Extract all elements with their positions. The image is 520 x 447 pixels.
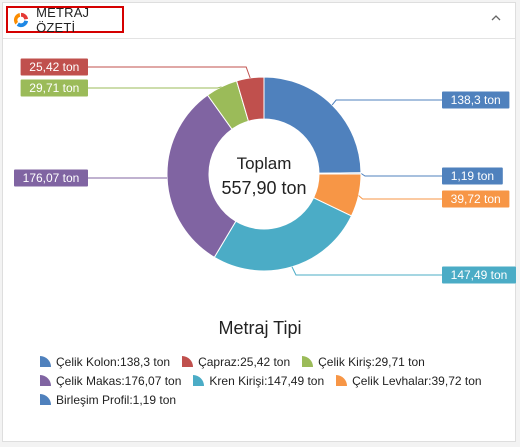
data-label-bg bbox=[442, 266, 516, 284]
legend-row: Birleşim Profil:1,19 ton bbox=[40, 390, 510, 409]
data-label-text: 25,42 ton bbox=[29, 60, 79, 74]
panel-title: METRAJ ÖZETİ bbox=[36, 4, 90, 35]
legend-row: Çelik Makas:176,07 ton Kren Kirişi:147,49… bbox=[40, 371, 510, 390]
legend-item[interactable]: Çapraz:25,42 ton bbox=[182, 355, 290, 369]
data-label-bg bbox=[20, 58, 89, 76]
data-label-çapraz: 25,42 ton bbox=[20, 58, 89, 76]
data-label-bg bbox=[442, 167, 503, 185]
leader-line-çapraz bbox=[88, 66, 251, 79]
legend-item[interactable]: Çelik Kolon:138,3 ton bbox=[40, 355, 170, 369]
data-label-bg bbox=[442, 91, 510, 109]
center-label-line2: 557,90 ton bbox=[221, 178, 306, 198]
legend-item[interactable]: Çelik Levhalar:39,72 ton bbox=[336, 373, 482, 388]
leader-line-çelik-levhalar bbox=[358, 195, 442, 200]
app-logo-icon bbox=[13, 12, 29, 27]
chart-legend: Çelik Kolon:138,3 ton Çapraz:25,42 ton Çel… bbox=[40, 352, 510, 409]
legend-swatch bbox=[336, 375, 348, 386]
legend-swatch bbox=[182, 356, 194, 367]
data-label-bg bbox=[442, 190, 510, 208]
slice-kren-kirişi[interactable] bbox=[213, 197, 353, 272]
data-label-çelik-levhalar: 39,72 ton bbox=[442, 190, 510, 208]
legend-row: Çelik Kolon:138,3 ton Çapraz:25,42 ton Çel… bbox=[40, 352, 510, 371]
legend-swatch bbox=[193, 375, 205, 386]
legend-label: Çelik Kolon:138,3 ton bbox=[56, 354, 171, 369]
leader-line-birleşim-profil bbox=[360, 172, 442, 177]
legend-label: Birleşim Profil:1,19 ton bbox=[56, 392, 177, 407]
data-label-text: 147,49 ton bbox=[451, 268, 508, 282]
center-label-line1: Toplam bbox=[237, 154, 292, 173]
data-label-text: 176,07 ton bbox=[23, 171, 80, 185]
leader-line-çelik-kolon bbox=[331, 99, 442, 106]
legend-title: Metraj Tipi bbox=[218, 318, 302, 338]
data-label-çelik-kolon: 138,3 ton bbox=[442, 91, 510, 109]
panel-title-box: METRAJ ÖZETİ bbox=[6, 4, 124, 35]
panel-header: METRAJ ÖZETİ bbox=[3, 3, 515, 37]
legend-item[interactable]: Çelik Kiriş:29,71 ton bbox=[302, 355, 425, 369]
data-label-text: 39,72 ton bbox=[451, 192, 501, 206]
legend-swatch bbox=[302, 356, 314, 367]
legend-label: Çelik Kiriş:29,71 ton bbox=[318, 354, 425, 369]
collapse-chevron-icon[interactable] bbox=[489, 11, 503, 25]
legend-label: Çelik Levhalar:39,72 ton bbox=[352, 373, 482, 388]
legend-label: Kren Kirişi:147,49 ton bbox=[209, 373, 325, 388]
data-label-text: 138,3 ton bbox=[451, 93, 501, 107]
slice-çelik-kolon[interactable] bbox=[263, 76, 362, 174]
data-label-çelik-kiriş: 29,71 ton bbox=[20, 79, 89, 97]
slice-çelik-makas[interactable] bbox=[166, 94, 237, 258]
metraj-summary-panel: METRAJ ÖZETİ bbox=[2, 2, 516, 442]
data-label-text: 29,71 ton bbox=[29, 81, 79, 95]
data-label-bg bbox=[20, 79, 89, 97]
leader-line-çelik-kiriş bbox=[88, 86, 222, 89]
legend-swatch bbox=[40, 394, 51, 405]
header-divider bbox=[3, 38, 515, 39]
legend-label: Çelik Makas:176,07 ton bbox=[56, 373, 182, 388]
data-label-bg bbox=[14, 169, 88, 187]
data-label-birleşim-profil: 1,19 ton bbox=[442, 167, 503, 185]
legend-item[interactable]: Birleşim Profil:1,19 ton bbox=[40, 393, 176, 407]
legend-swatch bbox=[40, 375, 51, 386]
legend-swatch bbox=[40, 356, 51, 367]
legend-label: Çapraz:25,42 ton bbox=[198, 354, 291, 369]
legend-item[interactable]: Çelik Makas:176,07 ton bbox=[40, 374, 181, 388]
leader-line-kren-kirişi bbox=[291, 266, 442, 276]
slice-çapraz[interactable] bbox=[235, 76, 265, 122]
data-label-text: 1,19 ton bbox=[451, 169, 494, 183]
legend-item[interactable]: Kren Kirişi:147,49 ton bbox=[193, 374, 324, 388]
data-label-kren-kirişi: 147,49 ton bbox=[442, 266, 516, 284]
data-label-çelik-makas: 176,07 ton bbox=[14, 169, 88, 187]
